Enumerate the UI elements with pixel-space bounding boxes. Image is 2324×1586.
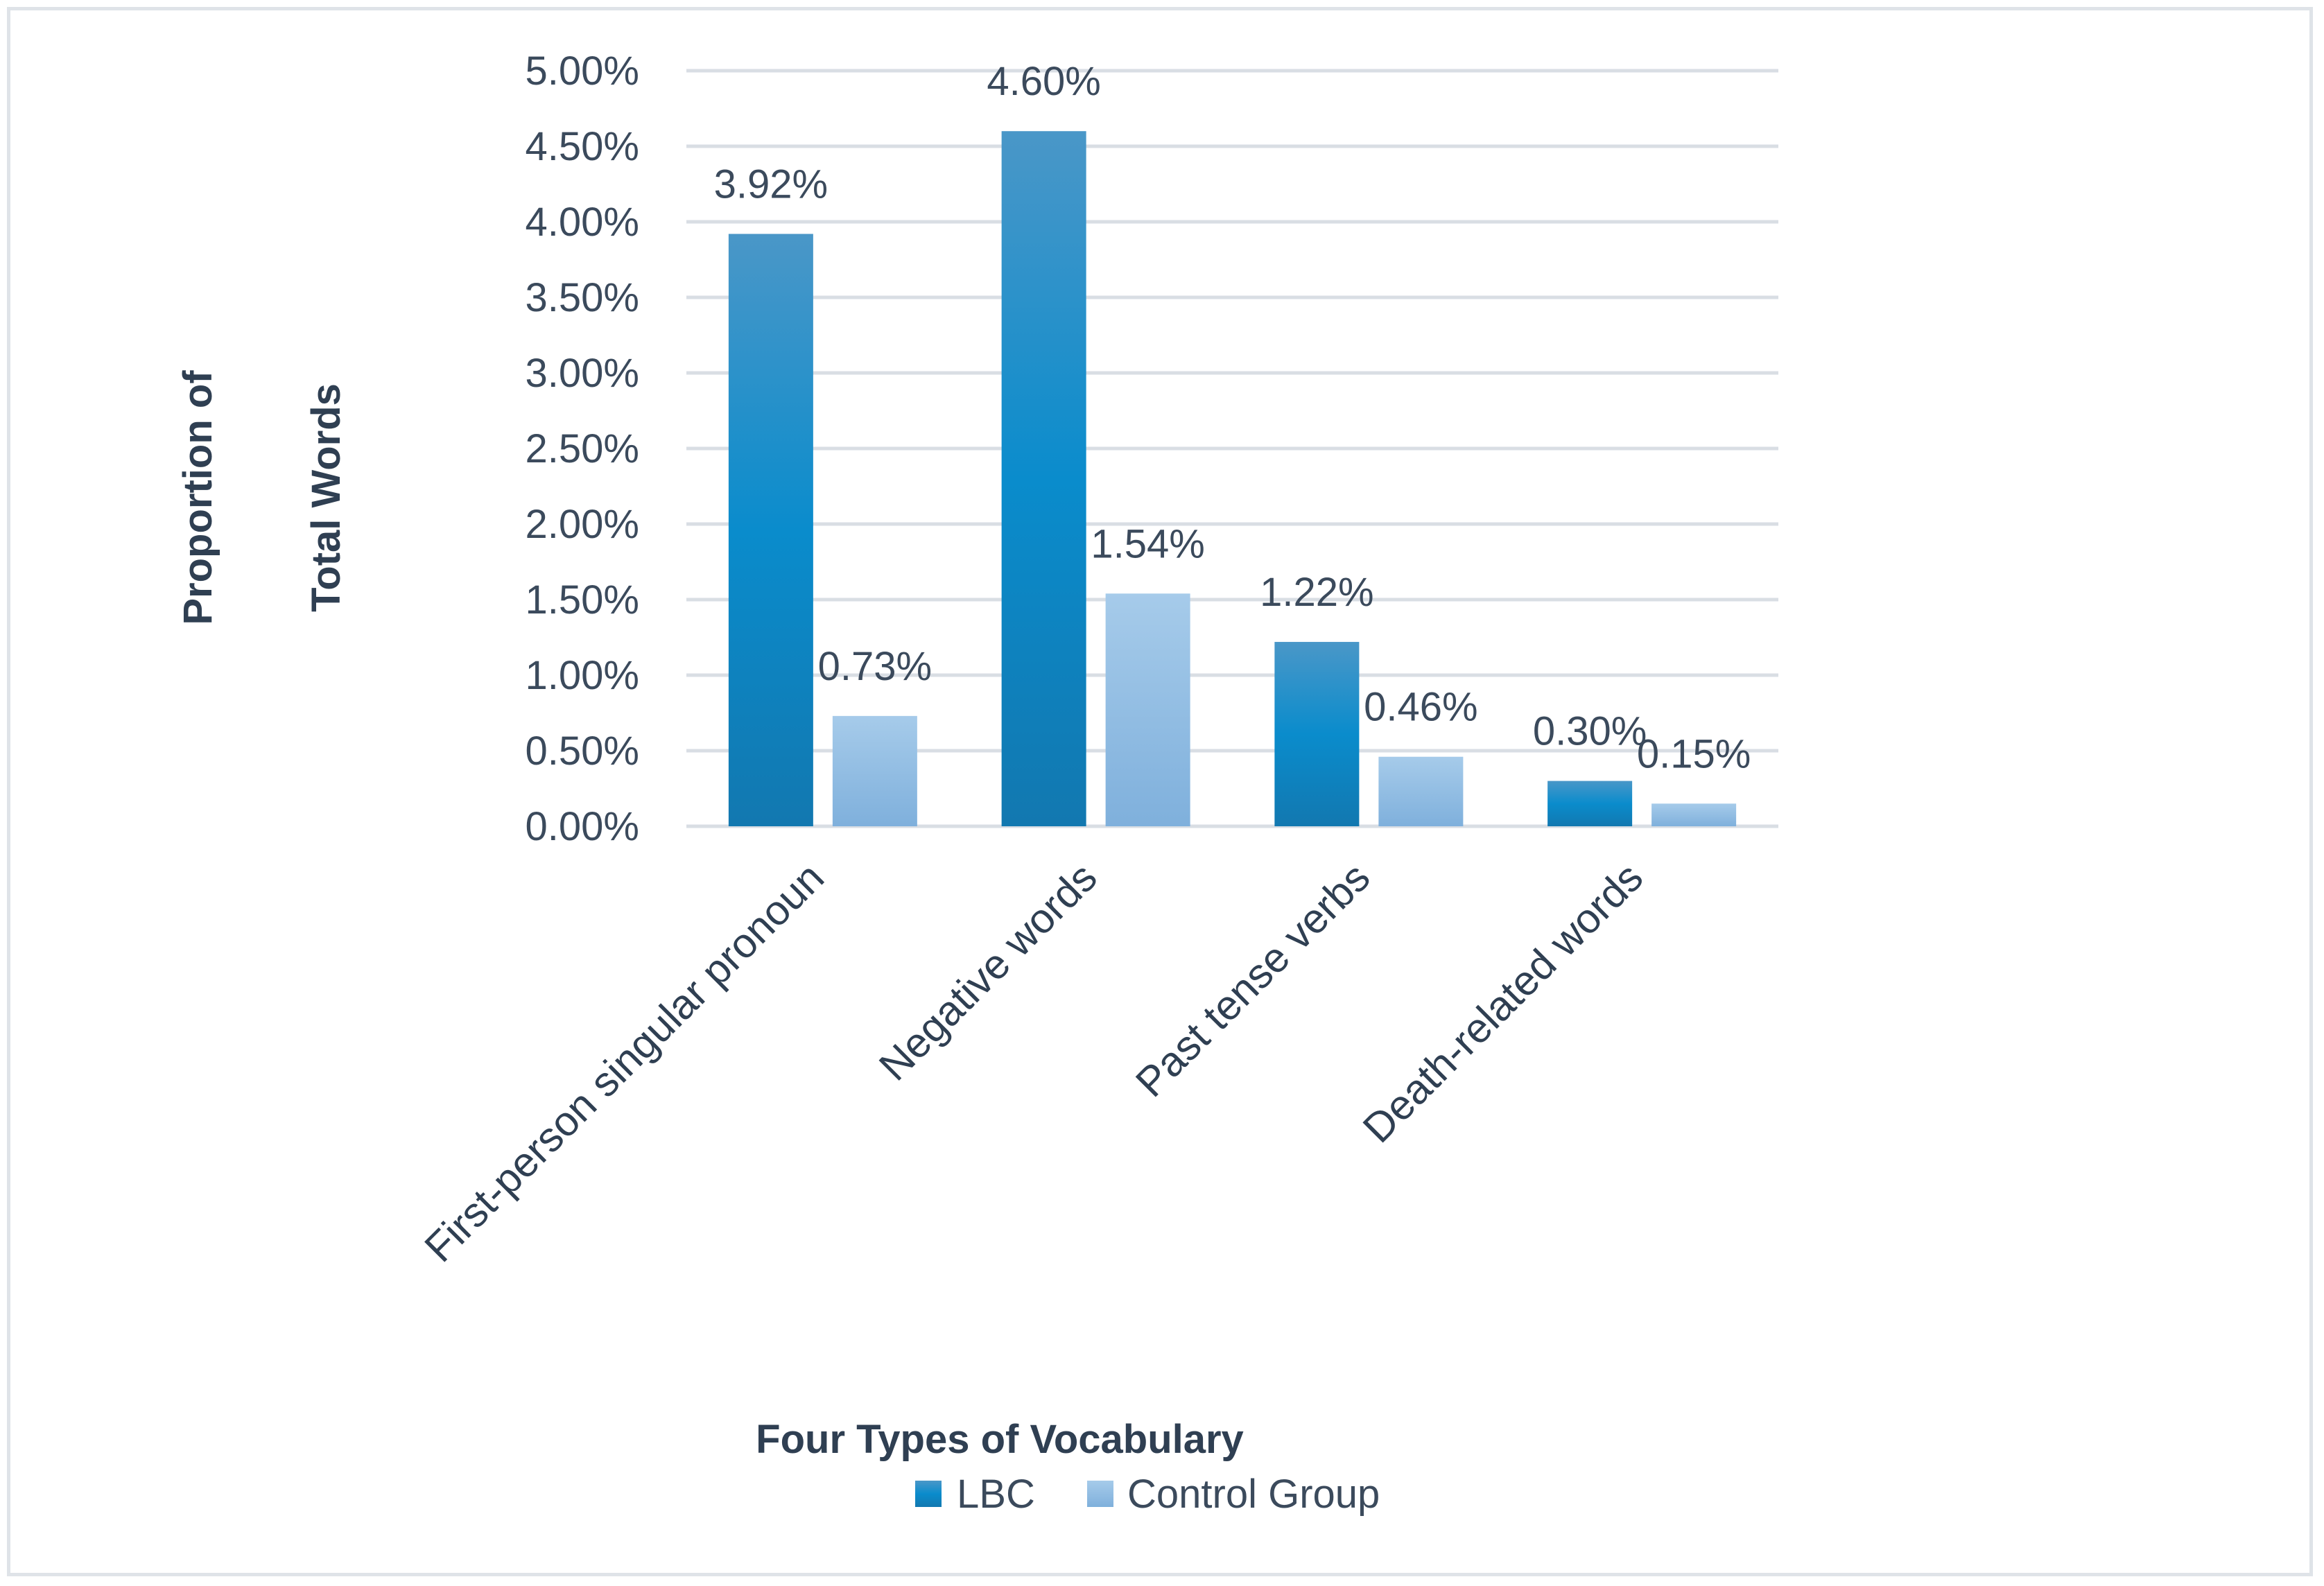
bar-control: [832, 715, 917, 826]
data-label-lbc: 3.92%: [714, 162, 828, 207]
data-label-control: 0.46%: [1364, 685, 1477, 730]
y-tick-label: 0.00%: [526, 804, 639, 849]
x-axis-title: Four Types of Vocabulary: [756, 1417, 1244, 1462]
bar-lbc: [1274, 642, 1360, 826]
y-tick-label: 2.50%: [526, 426, 639, 471]
y-tick-label: 4.00%: [526, 200, 639, 245]
data-label-control: 0.73%: [818, 644, 932, 689]
data-label-control: 1.54%: [1091, 521, 1204, 566]
data-label-control: 0.15%: [1637, 731, 1751, 776]
bar-control: [1378, 756, 1464, 826]
bar-lbc: [728, 234, 813, 826]
bar-control: [1651, 803, 1737, 826]
x-category-label: First-person singular pronoun: [416, 854, 833, 1271]
bar-lbc: [1547, 781, 1633, 826]
legend: LBC Control Group: [915, 1472, 1380, 1517]
y-tick-label: 0.50%: [526, 729, 639, 774]
y-tick-label: 1.00%: [526, 653, 639, 698]
chart-frame: [7, 7, 2313, 1576]
y-tick-label: 3.50%: [526, 275, 639, 320]
data-label-lbc: 1.22%: [1260, 570, 1373, 615]
y-tick-label: 4.50%: [526, 124, 639, 169]
y-axis-title-line2: Total Words: [304, 383, 349, 612]
y-tick-label: 5.00%: [526, 49, 639, 94]
y-tick-label: 1.50%: [526, 577, 639, 622]
bar-lbc: [1001, 131, 1086, 826]
data-label-lbc: 0.30%: [1533, 709, 1647, 754]
bars: [728, 131, 1737, 826]
legend-label-lbc: LBC: [957, 1472, 1035, 1517]
x-category-label: Death-related words: [1354, 854, 1651, 1151]
y-tick-label: 2.00%: [526, 502, 639, 547]
x-category-label: Past tense verbs: [1127, 854, 1378, 1106]
data-labels: 3.92% 0.73% 4.60% 1.54% 1.22% 0.46% 0.30%0.15%: [714, 59, 1751, 776]
y-axis-ticks: 0.00% 0.50% 1.00% 1.50% 2.00% 2.50% 3.00% 3.50%…: [526, 49, 639, 849]
legend-label-control: Control Group: [1127, 1472, 1380, 1517]
data-label-lbc: 4.60%: [987, 59, 1100, 104]
legend-swatch-lbc: [915, 1481, 942, 1507]
x-category-label: Negative words: [870, 854, 1106, 1090]
y-axis-title-line1: Proportion of: [175, 370, 220, 625]
y-tick-label: 3.00%: [526, 351, 639, 396]
legend-swatch-control: [1087, 1481, 1113, 1507]
bar-control: [1105, 593, 1190, 826]
x-axis-categories: First-person singular pronoun Negative wo…: [416, 854, 1652, 1271]
